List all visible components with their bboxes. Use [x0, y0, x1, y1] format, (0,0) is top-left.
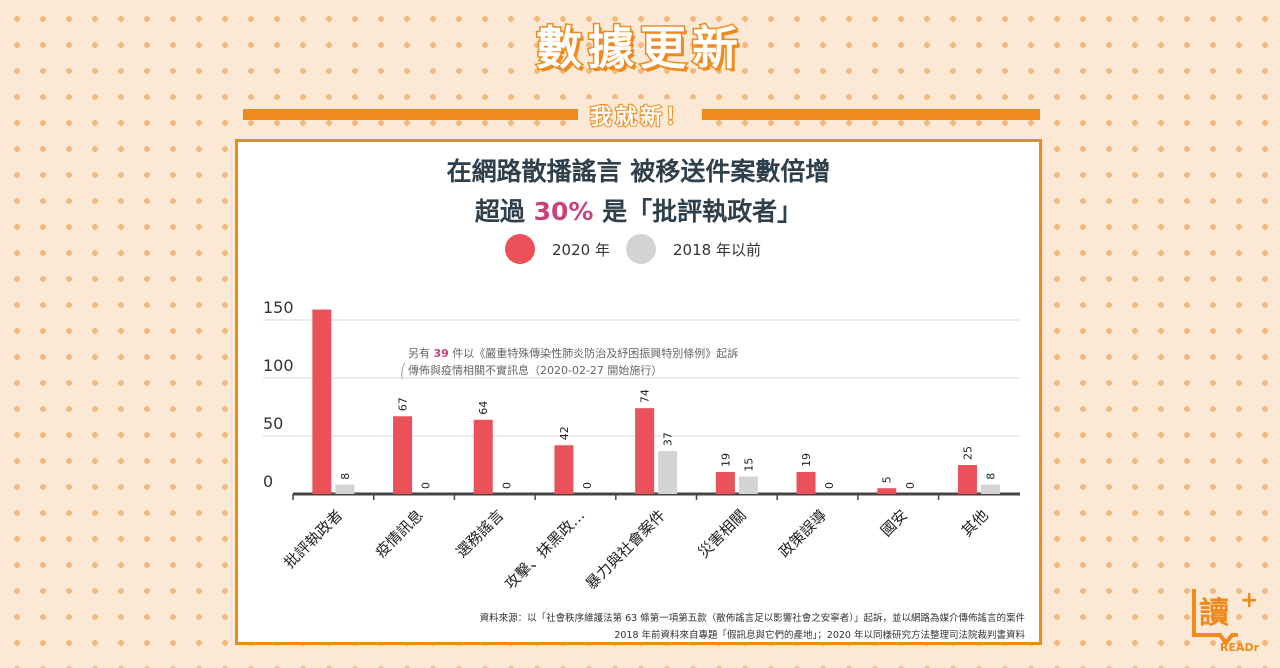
data-label: 5: [881, 476, 894, 483]
bar-chart: 另有 39 件以《嚴重特殊傳染性肺炎防治及紓困振興特別條例》起訴 傳佈與疫情相關…: [263, 298, 1020, 593]
header-title: 數據更新: [535, 20, 744, 77]
bar-2020: [796, 471, 816, 494]
x-tick-label: 暴力與社會案件: [582, 506, 669, 593]
legend-label-2020: 2020 年: [552, 241, 610, 259]
bar-2018: [658, 451, 678, 494]
readr-logo: 讀 + READr: [1188, 585, 1268, 655]
bar-2020: [715, 471, 735, 494]
subtitle-post: 是「批評執政者」: [593, 197, 803, 226]
svg-text:+: +: [1240, 588, 1258, 613]
annotation-line1: 另有 39 件以《嚴重特殊傳染性肺炎防治及紓困振興特別條例》起訴: [408, 346, 738, 360]
data-label: 8: [984, 473, 997, 480]
annotation-line2: 傳佈與疫情相關不實訊息（2020-02-27 開始施行）: [408, 363, 662, 377]
data-label: 19: [800, 453, 813, 467]
data-label: 8: [339, 473, 352, 480]
x-tick-label: 疫情訊息: [372, 506, 427, 561]
chart-title: 在網路散播謠言 被移送件案數倍增: [446, 157, 831, 186]
bar-2020: [393, 416, 413, 494]
bar-2020: [877, 488, 897, 494]
chart-subtitle: 超過 30% 是「批評執政者」: [238, 192, 1039, 228]
data-label: 64: [477, 401, 490, 415]
data-label: 74: [639, 389, 652, 403]
bar-2018: [335, 484, 355, 494]
legend-marker-2020: [505, 234, 535, 264]
legend: 2020 年 2018 年以前: [238, 234, 1039, 264]
data-label: 25: [961, 446, 974, 460]
x-tick-label: 政策誤導: [775, 506, 830, 561]
x-tick-label: 國安: [877, 506, 911, 540]
legend-marker-2018: [626, 234, 656, 264]
data-label: 67: [397, 397, 410, 411]
bar-2020: [554, 445, 574, 494]
data-label: 0: [500, 482, 513, 489]
y-tick-label: 150: [263, 298, 294, 317]
bar-2018: [980, 484, 1000, 494]
y-tick-label: 50: [263, 414, 283, 433]
data-label: 0: [904, 482, 917, 489]
svg-text:READr: READr: [1220, 641, 1260, 654]
y-tick-label: 0: [263, 472, 273, 491]
annotation-pointer: [401, 362, 406, 380]
bar-2018: [738, 476, 758, 494]
x-tick-label: 批評執政者: [280, 506, 346, 572]
bar-2020: [312, 309, 332, 494]
bar-2020: [957, 465, 977, 494]
subtitle-pre: 超過: [474, 197, 534, 226]
bar-2020: [635, 408, 655, 494]
x-tick-label: 其他: [958, 506, 992, 540]
x-tick-label: 攻擊、抹黑政…: [501, 506, 588, 593]
data-label: 0: [823, 482, 836, 489]
data-label: 19: [719, 453, 732, 467]
chart-card: 在網路散播謠言 被移送件案數倍增 超過 30% 是「批評執政者」 2020 年 …: [235, 139, 1042, 645]
legend-label-2018: 2018 年以前: [673, 241, 761, 259]
source-line2: 2018 年前資料來自專題「假訊息與它們的產地」；2020 年以同樣研究方法整理…: [614, 630, 1025, 641]
svg-text:讀: 讀: [1199, 596, 1229, 631]
x-tick-label: 選務謠言: [452, 506, 507, 561]
x-tick-label: 災害相關: [695, 506, 750, 561]
data-label: 0: [581, 482, 594, 489]
data-label: 15: [742, 458, 755, 472]
data-label: 37: [662, 432, 675, 446]
bar-2020: [473, 419, 493, 494]
header-subtitle: 我就新！: [577, 99, 702, 131]
subtitle-highlight: 30%: [533, 197, 594, 226]
source-line1: 資料來源：以「社會秩序維護法第 63 條第一項第五款（散佈謠言足以影響社會之安寧…: [479, 613, 1025, 624]
data-label: 0: [420, 482, 433, 489]
data-label: 42: [558, 426, 571, 440]
y-tick-label: 100: [263, 356, 294, 375]
